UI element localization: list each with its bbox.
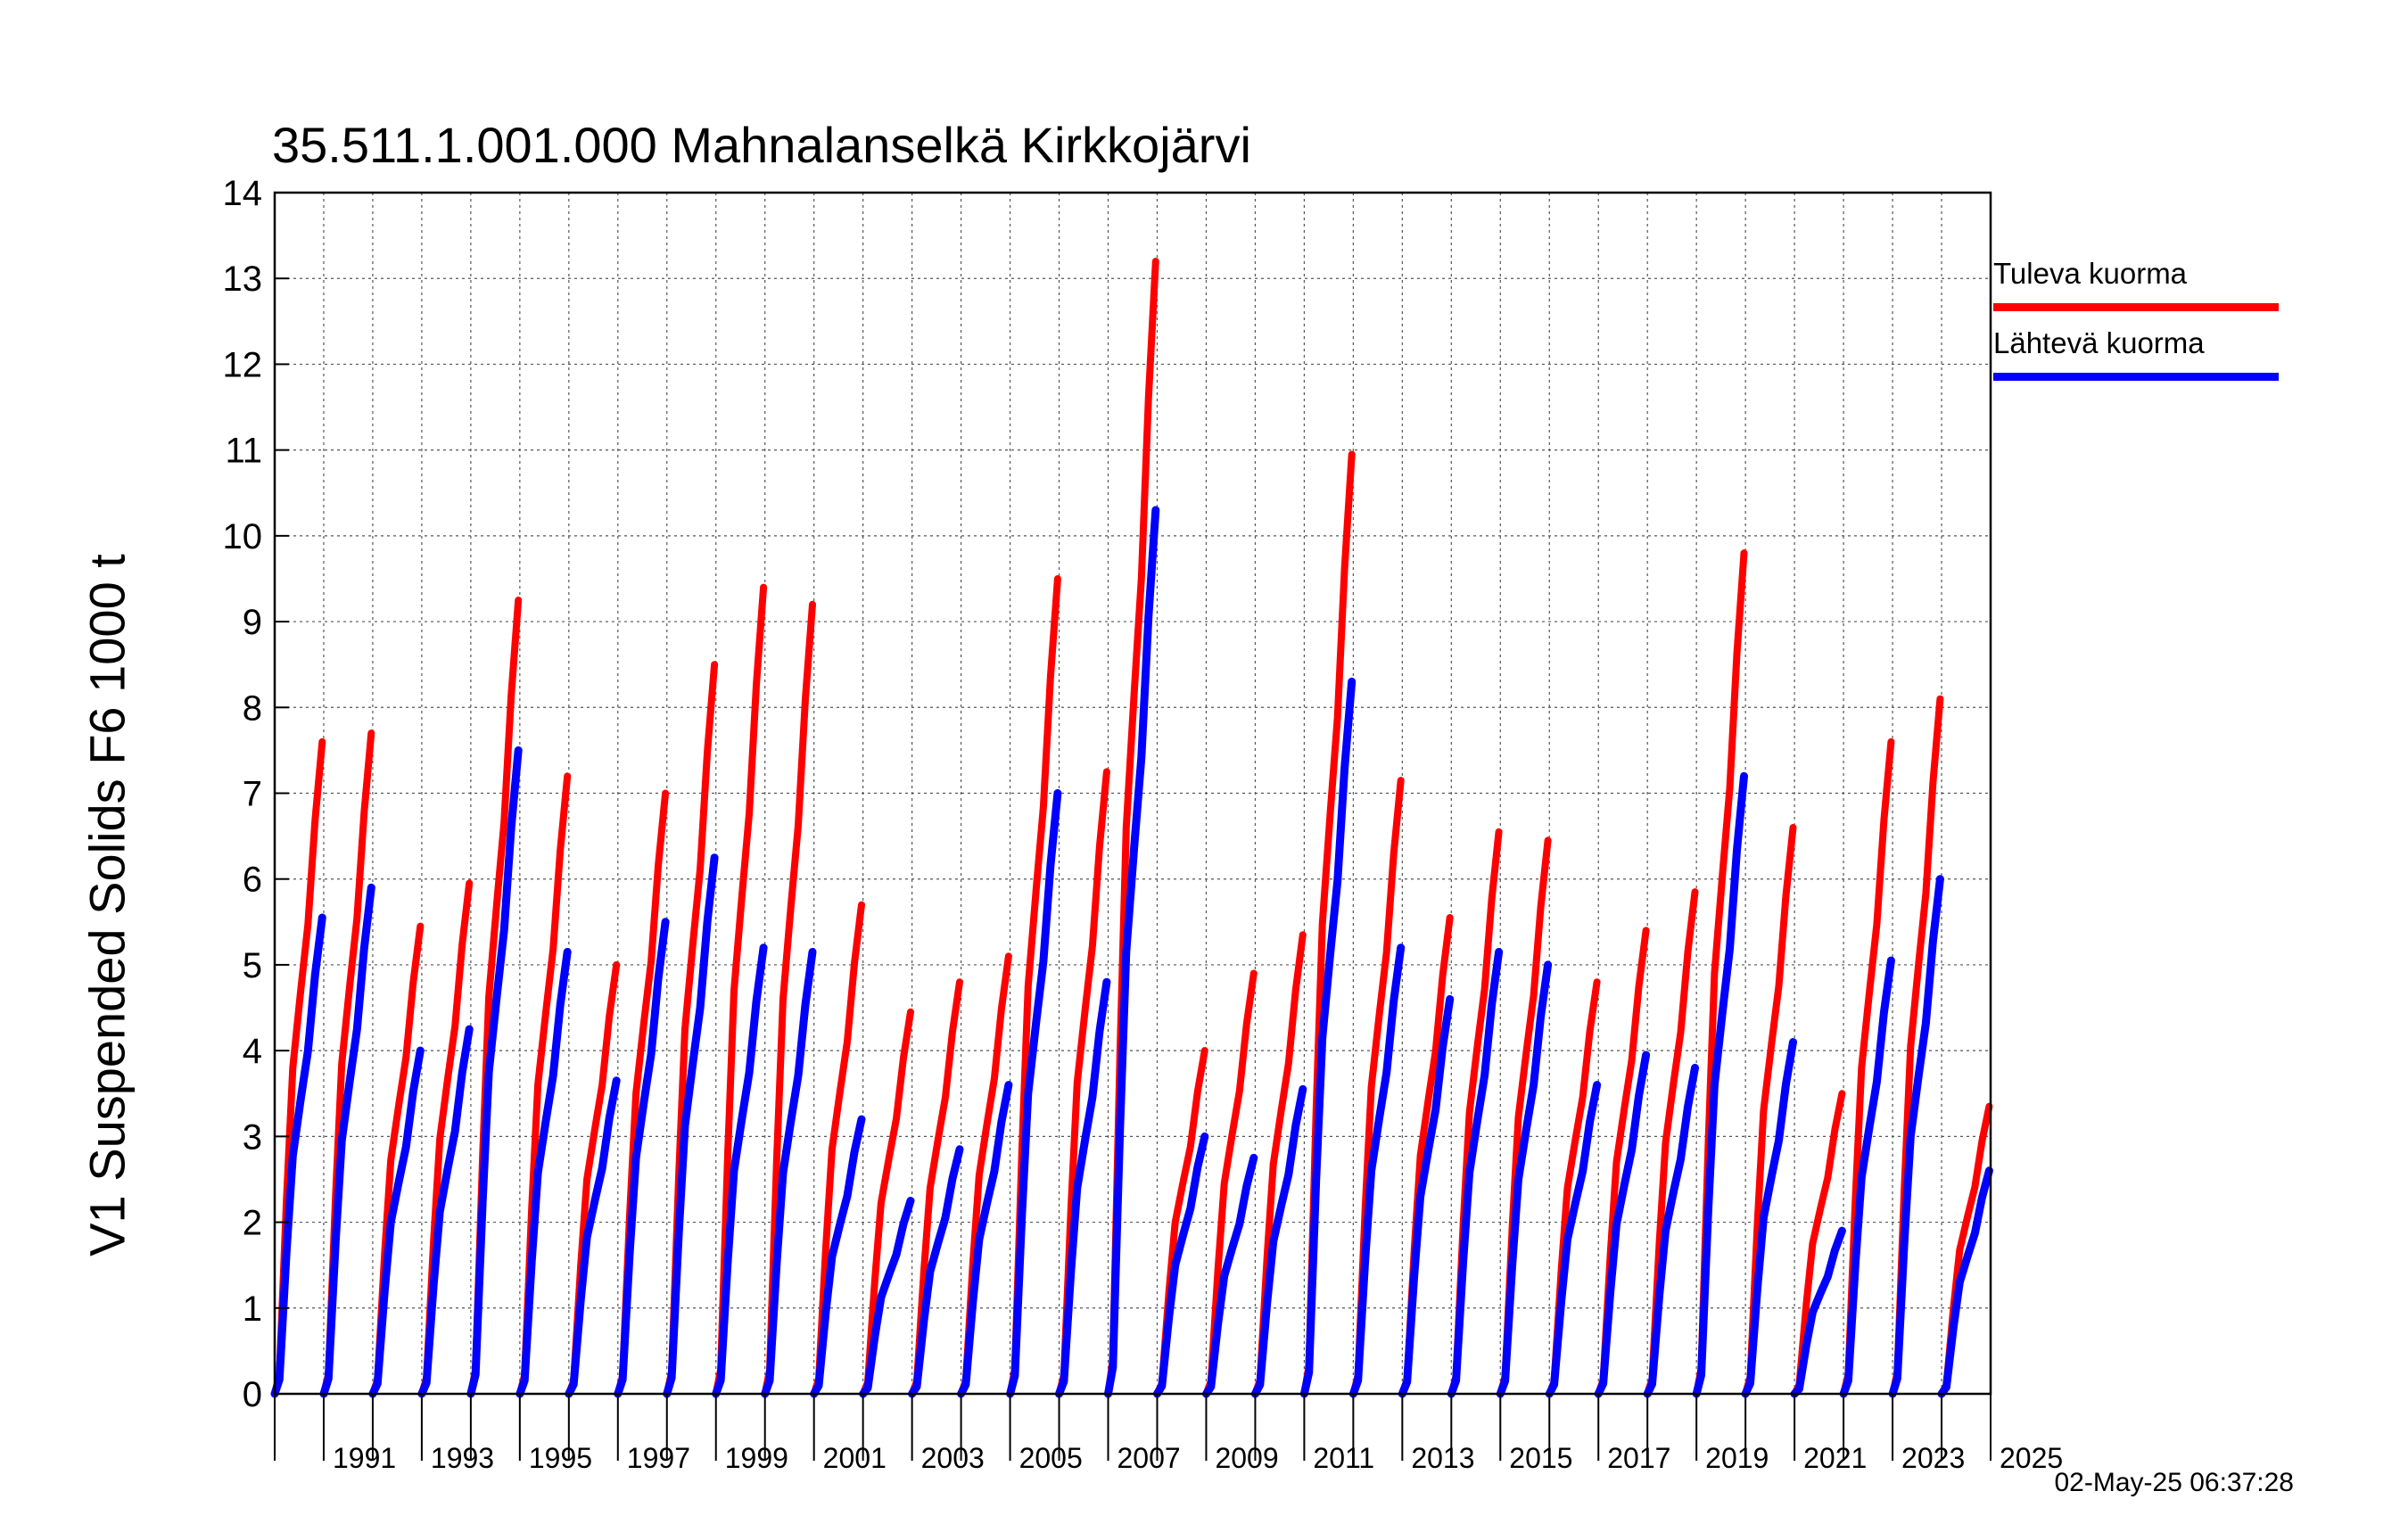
y-tick-label: 12 bbox=[223, 345, 263, 384]
y-tick-label: 11 bbox=[225, 432, 262, 471]
y-tick-label: 2 bbox=[243, 1204, 262, 1243]
lahteva-kuorma-line bbox=[368, 1046, 425, 1398]
lahteva-kuorma-line bbox=[319, 883, 375, 1398]
lahteva-kuorma-line bbox=[1594, 1050, 1651, 1398]
lahteva-kuorma-line bbox=[1055, 977, 1111, 1398]
lahteva-kuorma-line bbox=[957, 1081, 1013, 1398]
x-tick-label: 2001 bbox=[823, 1442, 887, 1474]
x-tick-label: 2015 bbox=[1509, 1442, 1572, 1474]
lahteva-kuorma-line bbox=[1692, 771, 1748, 1398]
y-tick-label: 3 bbox=[243, 1117, 262, 1157]
lahteva-kuorma-line bbox=[1741, 1038, 1797, 1398]
lahteva-kuorma-line bbox=[515, 948, 572, 1398]
lahteva-kuorma-line bbox=[810, 1115, 866, 1398]
y-tick-label: 5 bbox=[243, 946, 262, 985]
y-tick-label: 13 bbox=[223, 260, 263, 299]
y-tick-label: 9 bbox=[243, 603, 262, 642]
lahteva-kuorma-line bbox=[565, 1076, 621, 1398]
x-tick-label: 2007 bbox=[1117, 1442, 1181, 1474]
x-tick-label: 2019 bbox=[1705, 1442, 1769, 1474]
timestamp: 02-May-25 06:37:28 bbox=[2054, 1468, 2294, 1497]
x-tick-label: 1995 bbox=[529, 1442, 592, 1474]
lahteva-kuorma-line bbox=[1643, 1063, 1699, 1398]
lahteva-kuorma-line bbox=[1104, 506, 1160, 1398]
lahteva-kuorma-line bbox=[1496, 960, 1553, 1398]
lahteva-kuorma-line bbox=[1545, 1081, 1602, 1398]
x-tick-label: 1999 bbox=[725, 1442, 788, 1474]
lahteva-kuorma-line bbox=[1006, 789, 1062, 1398]
x-tick-label: 2023 bbox=[1901, 1442, 1965, 1474]
x-tick-label: 2003 bbox=[921, 1442, 985, 1474]
y-tick-label: 7 bbox=[243, 775, 262, 814]
lahteva-kuorma-line bbox=[1398, 994, 1455, 1398]
lahteva-kuorma-line bbox=[1299, 677, 1357, 1398]
lahteva-kuorma-line bbox=[1888, 875, 1944, 1398]
x-tick-label: 2017 bbox=[1607, 1442, 1670, 1474]
lahteva-kuorma-line bbox=[663, 853, 719, 1398]
x-tick-label: 2005 bbox=[1019, 1442, 1083, 1474]
lahteva-kuorma-line bbox=[614, 918, 670, 1398]
lahteva-kuorma-line bbox=[1447, 948, 1504, 1398]
lahteva-kuorma-line bbox=[417, 1025, 474, 1398]
legend-label-tuleva: Tuleva kuorma bbox=[1993, 257, 2188, 290]
lahteva-kuorma-line bbox=[1153, 1132, 1209, 1398]
lahteva-kuorma-line bbox=[1937, 1166, 1993, 1398]
x-tick-label: 1997 bbox=[627, 1442, 690, 1474]
lahteva-kuorma-line bbox=[270, 913, 326, 1398]
y-tick-label: 1 bbox=[243, 1289, 262, 1329]
tuleva-kuorma-line bbox=[859, 1008, 914, 1397]
lahteva-kuorma-line bbox=[908, 1145, 964, 1398]
y-tick-label: 4 bbox=[243, 1032, 262, 1071]
x-tick-label: 2021 bbox=[1803, 1442, 1867, 1474]
y-axis-label-text: V1 Suspended Solids F6 1000 t bbox=[78, 554, 136, 1256]
x-tick-label: 2013 bbox=[1411, 1442, 1474, 1474]
x-tick-label: 2009 bbox=[1215, 1442, 1278, 1474]
x-tick-label: 1991 bbox=[333, 1442, 396, 1474]
x-tick-label: 1993 bbox=[431, 1442, 494, 1474]
series-layer bbox=[270, 258, 1993, 1398]
x-tick-label: 2011 bbox=[1313, 1442, 1374, 1474]
lahteva-kuorma-line bbox=[1790, 1226, 1846, 1398]
y-tick-label: 8 bbox=[243, 688, 262, 728]
lahteva-kuorma-line bbox=[761, 948, 817, 1398]
x-tick-label: 2025 bbox=[2000, 1442, 2063, 1474]
lahteva-kuorma-line bbox=[859, 1197, 915, 1398]
y-tick-label: 0 bbox=[243, 1375, 262, 1414]
y-tick-label: 10 bbox=[223, 517, 263, 556]
grid bbox=[275, 192, 1991, 1395]
y-tick-label: 6 bbox=[243, 861, 262, 900]
lahteva-kuorma-line bbox=[466, 746, 523, 1398]
legend-line-lahteva bbox=[1993, 373, 2279, 381]
chart-title: 35.511.1.001.000 Mahnalanselkä Kirkkojär… bbox=[272, 117, 1251, 173]
legend-label-lahteva: Lähtevä kuorma bbox=[1993, 326, 2205, 359]
lahteva-kuorma-line bbox=[1348, 943, 1406, 1398]
lahteva-kuorma-line bbox=[712, 943, 768, 1398]
y-tick-label: 14 bbox=[223, 174, 263, 213]
lahteva-kuorma-line bbox=[1250, 1084, 1307, 1398]
legend-line-tuleva bbox=[1993, 303, 2279, 311]
lahteva-kuorma-line bbox=[1839, 956, 1895, 1398]
lahteva-kuorma-line bbox=[1202, 1153, 1258, 1398]
